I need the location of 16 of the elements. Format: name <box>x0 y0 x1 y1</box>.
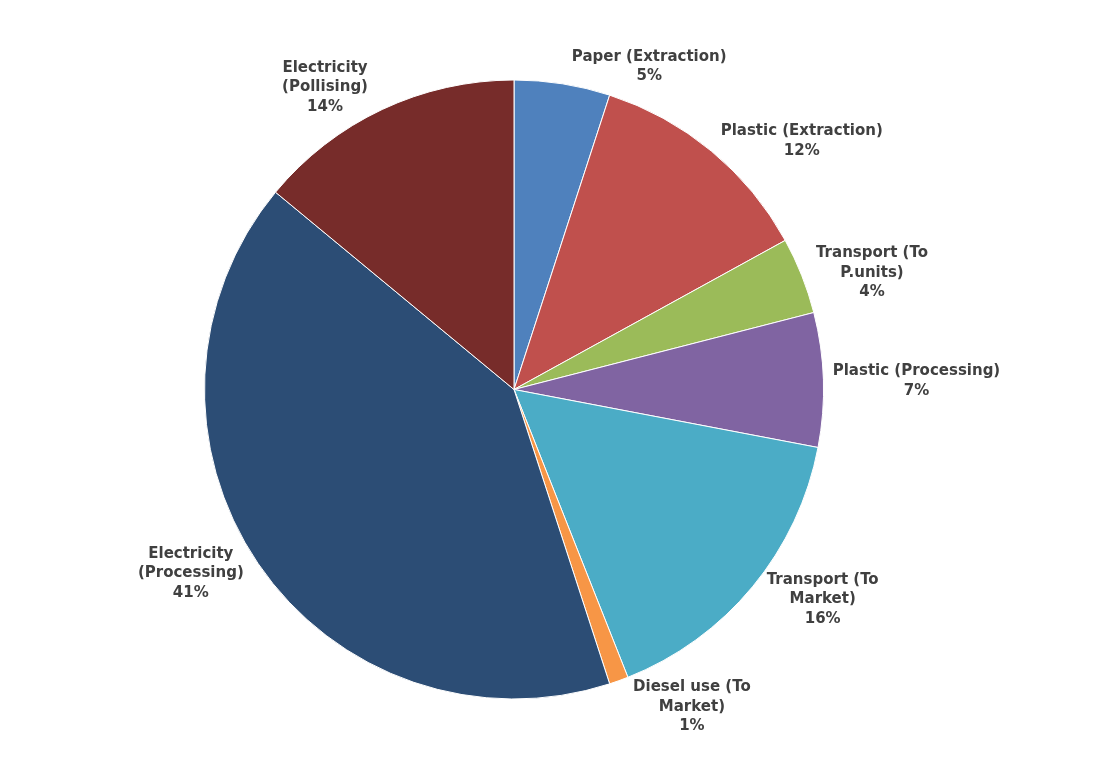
data-label: 12% <box>783 140 820 159</box>
data-label: 4% <box>859 282 885 301</box>
slice-label: Paper (Extraction) <box>571 46 727 65</box>
slice-label: Plastic (Processing) <box>832 361 1001 380</box>
data-label: 1% <box>679 716 705 735</box>
slice-label: Electricity (Processing) <box>137 543 244 582</box>
data-label: 16% <box>804 608 841 627</box>
data-label: 41% <box>172 582 209 601</box>
slice-label: Electricity (Pollising) <box>282 57 368 96</box>
slice-label: Plastic (Extraction) <box>720 121 883 140</box>
slice-label: Transport (To P.units) <box>816 243 928 281</box>
slice-label: Diesel use (To Market) <box>633 677 751 715</box>
data-label: 14% <box>307 96 343 115</box>
slice-label: Transport (To Market) <box>766 569 879 608</box>
data-label: 5% <box>636 66 662 85</box>
data-label: 7% <box>903 380 930 399</box>
